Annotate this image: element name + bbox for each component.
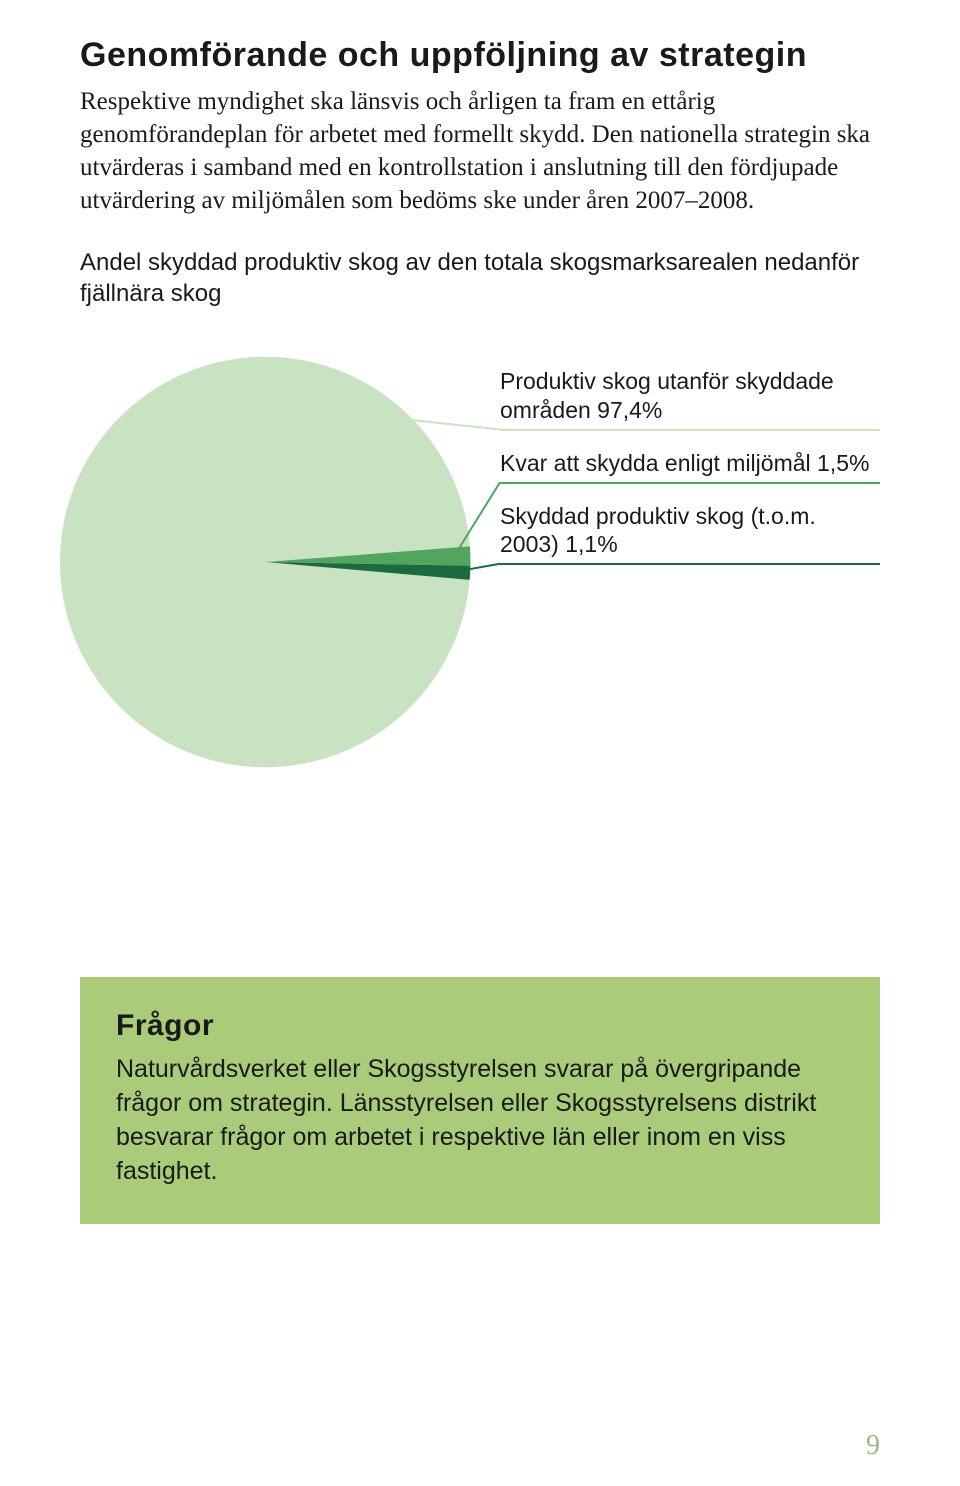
questions-box: Frågor Naturvårdsverket eller Skogsstyre… (80, 977, 880, 1224)
section-body: Respektive myndighet ska länsvis och årl… (80, 85, 880, 217)
pie-label: Kvar att skydda enligt miljömål 1,5% (500, 449, 880, 484)
questions-body: Naturvårdsverket eller Skogsstyrelsen sv… (116, 1053, 844, 1188)
section-heading: Genomförande och uppföljning av strategi… (80, 36, 880, 75)
pie-label: Produktiv skog utanför skyddade områden … (500, 367, 880, 431)
questions-heading: Frågor (116, 1009, 844, 1043)
chart-title: Andel skyddad produktiv skog av den tota… (80, 247, 880, 309)
pie-graphic (60, 347, 490, 777)
pie-chart: Produktiv skog utanför skyddade områden … (80, 337, 880, 797)
page-number: 9 (866, 1430, 880, 1462)
pie-labels: Produktiv skog utanför skyddade områden … (500, 367, 880, 583)
pie-label: Skyddad produktiv skog (t.o.m. 2003) 1,1… (500, 502, 880, 566)
